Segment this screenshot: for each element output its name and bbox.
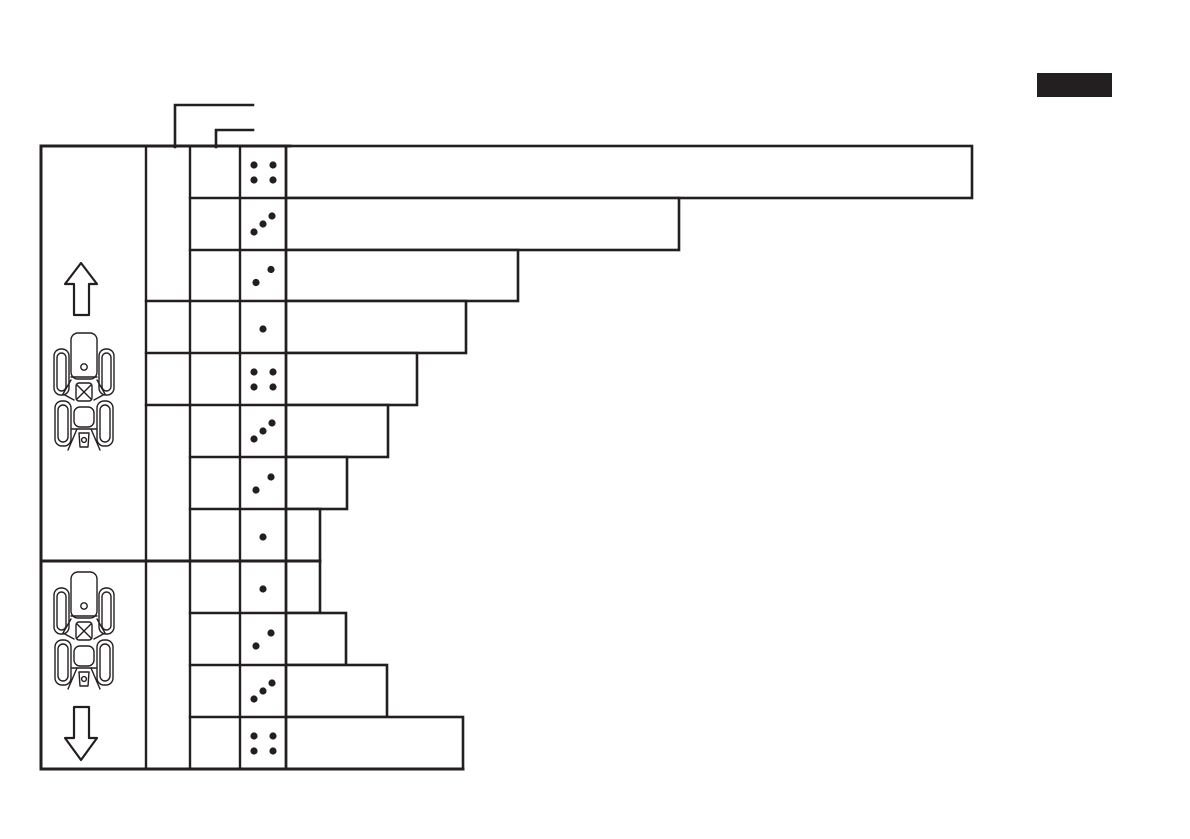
gear-dots-2-row-7 — [252, 473, 275, 494]
speed-bar-forward-row-7 — [284, 455, 349, 511]
gear-dot — [269, 368, 277, 376]
gear-dots-4-row-12 — [250, 732, 277, 755]
gear-dots-3-row-11 — [250, 679, 276, 703]
gear-dot — [259, 427, 267, 435]
gear-dot — [259, 687, 267, 695]
gear-dots-1-row-9 — [259, 585, 267, 593]
gear-dots-3-row-2 — [250, 212, 276, 236]
gear-dot — [259, 533, 267, 541]
speed-bar-forward-row-8 — [284, 507, 322, 563]
speed-bar-reverse-row-12 — [284, 715, 465, 771]
gear-dots-4-row-1 — [250, 161, 277, 184]
gear-dots-2-row-10 — [252, 629, 275, 650]
gear-dot — [267, 629, 275, 637]
gear-dot — [269, 176, 277, 184]
speed-bar-reverse-row-10 — [284, 611, 348, 667]
gear-dot — [259, 585, 267, 593]
gear-dots-1-row-4 — [259, 325, 267, 333]
gear-dot — [267, 265, 275, 274]
gear-dot — [268, 212, 276, 220]
up-arrow-icon — [63, 261, 99, 317]
gear-dot — [269, 747, 277, 755]
column-leader-line-2 — [214, 128, 255, 149]
gear-dot — [269, 161, 277, 169]
speed-bar-forward-row-3 — [284, 248, 520, 303]
speed-bar-forward-row-4 — [284, 299, 468, 355]
speed-bar-forward-row-1 — [284, 144, 974, 200]
table-gridlines — [39, 144, 465, 771]
down-arrow-icon — [63, 705, 99, 762]
gear-dots-4-row-5 — [250, 368, 277, 391]
gear-dots-1-row-8 — [259, 533, 267, 541]
speed-bar-forward-row-6 — [284, 403, 390, 459]
gear-dot — [250, 228, 258, 236]
gear-dot — [268, 679, 276, 687]
gear-dot — [250, 732, 258, 740]
row-boundaries — [188, 196, 288, 719]
gear-dot — [259, 325, 267, 333]
range-column-boundaries — [144, 299, 192, 407]
gear-dot — [250, 383, 258, 391]
speed-bar-reverse-row-11 — [284, 663, 389, 719]
gear-dot — [252, 278, 260, 287]
gear-dot — [250, 435, 258, 443]
gear-dot — [250, 176, 258, 184]
gear-dot — [250, 695, 258, 703]
gear-dots-3-row-6 — [250, 419, 276, 443]
gear-dot — [252, 642, 260, 650]
gear-dots-2-row-3 — [252, 265, 275, 287]
page-corner-tab — [1037, 73, 1112, 97]
gear-dot — [259, 220, 267, 228]
column-leader-line-1 — [173, 103, 255, 149]
tractor-top-view-icon-forward — [53, 332, 115, 451]
gear-dot — [250, 747, 258, 755]
speed-bar-forward-row-2 — [284, 196, 681, 252]
gear-dot — [267, 473, 275, 481]
speed-bar-reverse-row-9 — [284, 559, 322, 615]
speed-bars-layer — [284, 144, 974, 771]
reverse-direction-cell — [53, 571, 115, 762]
column-leader-lines — [173, 103, 255, 149]
gear-dot — [252, 486, 260, 494]
forward-direction-cell — [53, 261, 115, 451]
gear-dots-layer — [250, 161, 277, 755]
tractor-top-view-icon-reverse — [53, 571, 115, 690]
speed-bar-forward-row-5 — [284, 351, 419, 407]
gear-dot — [269, 383, 277, 391]
gear-dot — [250, 161, 258, 169]
gear-dot — [250, 368, 258, 376]
gear-dot — [268, 419, 276, 427]
gear-dot — [269, 732, 277, 740]
